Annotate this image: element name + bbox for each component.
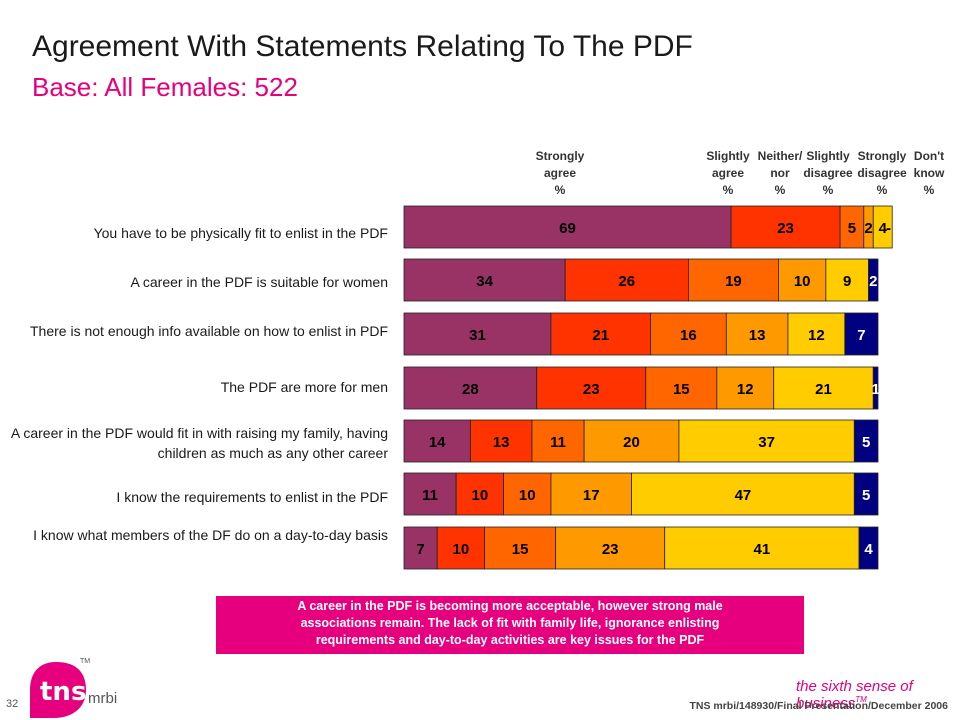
bar-value-label: 31: [469, 327, 486, 344]
bar-segment: [564, 258, 689, 302]
header-strongly-agree: Strongly agree%: [535, 149, 585, 197]
summary-note: A career in the PDF is becoming more acc…: [216, 596, 804, 654]
bar-segment: [730, 205, 841, 249]
logo-trademark: TM: [80, 658, 91, 665]
bar-segment: [403, 419, 471, 463]
bar-value-label: 7: [857, 327, 865, 344]
bar-value-label: 2: [864, 220, 872, 237]
bar-segment: [403, 258, 566, 302]
bar-segment: [868, 258, 879, 302]
bar-value-label: 20: [623, 434, 640, 451]
footer-reference: TNS mrbi/148930/Final Presentation/Decem…: [689, 700, 948, 712]
bar-value-label: 4: [879, 220, 888, 237]
bar-value-label: 16: [680, 327, 697, 344]
logo-subtext: mrbi: [88, 690, 118, 707]
bar-value-label: 47: [735, 487, 752, 504]
bar-value-label: 28: [462, 381, 479, 398]
bar-value-label: 10: [794, 273, 811, 290]
bar-value-label: 23: [602, 541, 619, 558]
bar-segment: [773, 366, 874, 410]
stacked-bar-chart: 69 23 5 2 4 -34 26 19 10 9 231 21 16 13 12 728 23 15 12 21 1…: [403, 205, 893, 570]
chart-title: Agreement With Statements Relating To Th…: [32, 30, 693, 63]
bar-segment: [403, 366, 538, 410]
bar-segment: [631, 472, 855, 516]
bar-segment: [725, 312, 789, 356]
bar-value-label: 10: [519, 487, 536, 504]
header-slightly-disagree: Slightly disagree%: [803, 149, 853, 197]
row-label: A career in the PDF would fit in with ra…: [10, 425, 388, 461]
bar-segment: [787, 312, 846, 356]
bar-value-label: 12: [808, 327, 825, 344]
bar-segment: [531, 419, 585, 463]
bar-segment: [436, 526, 485, 570]
header-strongly-disagree: Strongly disagree%: [857, 149, 907, 197]
bar-value-label: 19: [725, 273, 742, 290]
bar-value-label: 13: [749, 327, 766, 344]
bar-segment: [536, 366, 647, 410]
bar-extra-label: -: [886, 220, 891, 237]
bar-value-label: 69: [559, 220, 576, 237]
bar-value-label: 13: [493, 434, 510, 451]
bar-value-label: 23: [583, 381, 600, 398]
bar-segment: [550, 312, 651, 356]
bar-value-label: 12: [737, 381, 754, 398]
bar-segment: [503, 472, 552, 516]
row-label: You have to be physically fit to enlist …: [93, 225, 388, 241]
bar-value-label: 7: [416, 541, 424, 558]
bar-segment: [403, 312, 552, 356]
row-label: The PDF are more for men: [220, 379, 388, 395]
chart-subtitle: Base: All Females: 522: [32, 72, 298, 102]
bar-value-label: 15: [673, 381, 690, 398]
bar-value-label: 21: [592, 327, 609, 344]
bar-segment: [872, 366, 879, 410]
bar-value-label: 9: [843, 273, 851, 290]
bar-segment: [853, 472, 879, 516]
bar-value-label: 2: [869, 273, 877, 290]
bar-value-label: 37: [758, 434, 775, 451]
bar-value-label: 21: [815, 381, 832, 398]
bar-segment: [853, 419, 879, 463]
bar-value-label: 17: [583, 487, 600, 504]
bar-segment: [716, 366, 775, 410]
tns-logo-icon: [30, 662, 86, 718]
bar-segment: [858, 526, 879, 570]
bar-segment: [403, 526, 438, 570]
bar-value-label: 34: [476, 273, 493, 290]
bar-value-label: 11: [550, 434, 566, 451]
header-neither: Neither/nor%: [757, 149, 803, 197]
bar-value-label: 11: [422, 487, 438, 504]
row-label: There is not enough info available on ho…: [30, 323, 388, 339]
bar-segment: [825, 258, 869, 302]
row-label: I know what members of the DF do on a da…: [33, 527, 388, 543]
tagline: the sixth sense of businessTM: [796, 678, 913, 712]
bar-value-label: 4: [864, 541, 873, 558]
bar-value-label: 41: [754, 541, 771, 558]
bar-value-label: 5: [862, 434, 870, 451]
bar-value-label: 5: [862, 487, 870, 504]
bar-segment: [844, 312, 879, 356]
bar-segment: [664, 526, 860, 570]
bar-value-label: 10: [453, 541, 470, 558]
bar-segment: [484, 526, 557, 570]
bar-segment: [872, 205, 893, 249]
bar-value-label: 10: [471, 487, 488, 504]
logo-text: tns: [40, 677, 87, 707]
row-label: I know the requirements to enlist in the…: [116, 489, 388, 505]
bar-segment: [403, 472, 457, 516]
row-label: A career in the PDF is suitable for wome…: [130, 274, 388, 290]
header-dont-know: Don't know%: [913, 149, 945, 197]
bar-value-label: 5: [848, 220, 856, 237]
bar-value-label: 15: [512, 541, 529, 558]
bar-value-label: 23: [777, 220, 794, 237]
page-number: 32: [6, 698, 19, 710]
bar-value-label: 1: [871, 381, 879, 398]
header-slightly-agree: Slightly agree%: [706, 149, 750, 197]
bar-segment: [550, 472, 632, 516]
bar-value-label: 14: [429, 434, 446, 451]
bar-segment: [555, 526, 666, 570]
bar-segment: [678, 419, 855, 463]
bar-value-label: 26: [618, 273, 635, 290]
